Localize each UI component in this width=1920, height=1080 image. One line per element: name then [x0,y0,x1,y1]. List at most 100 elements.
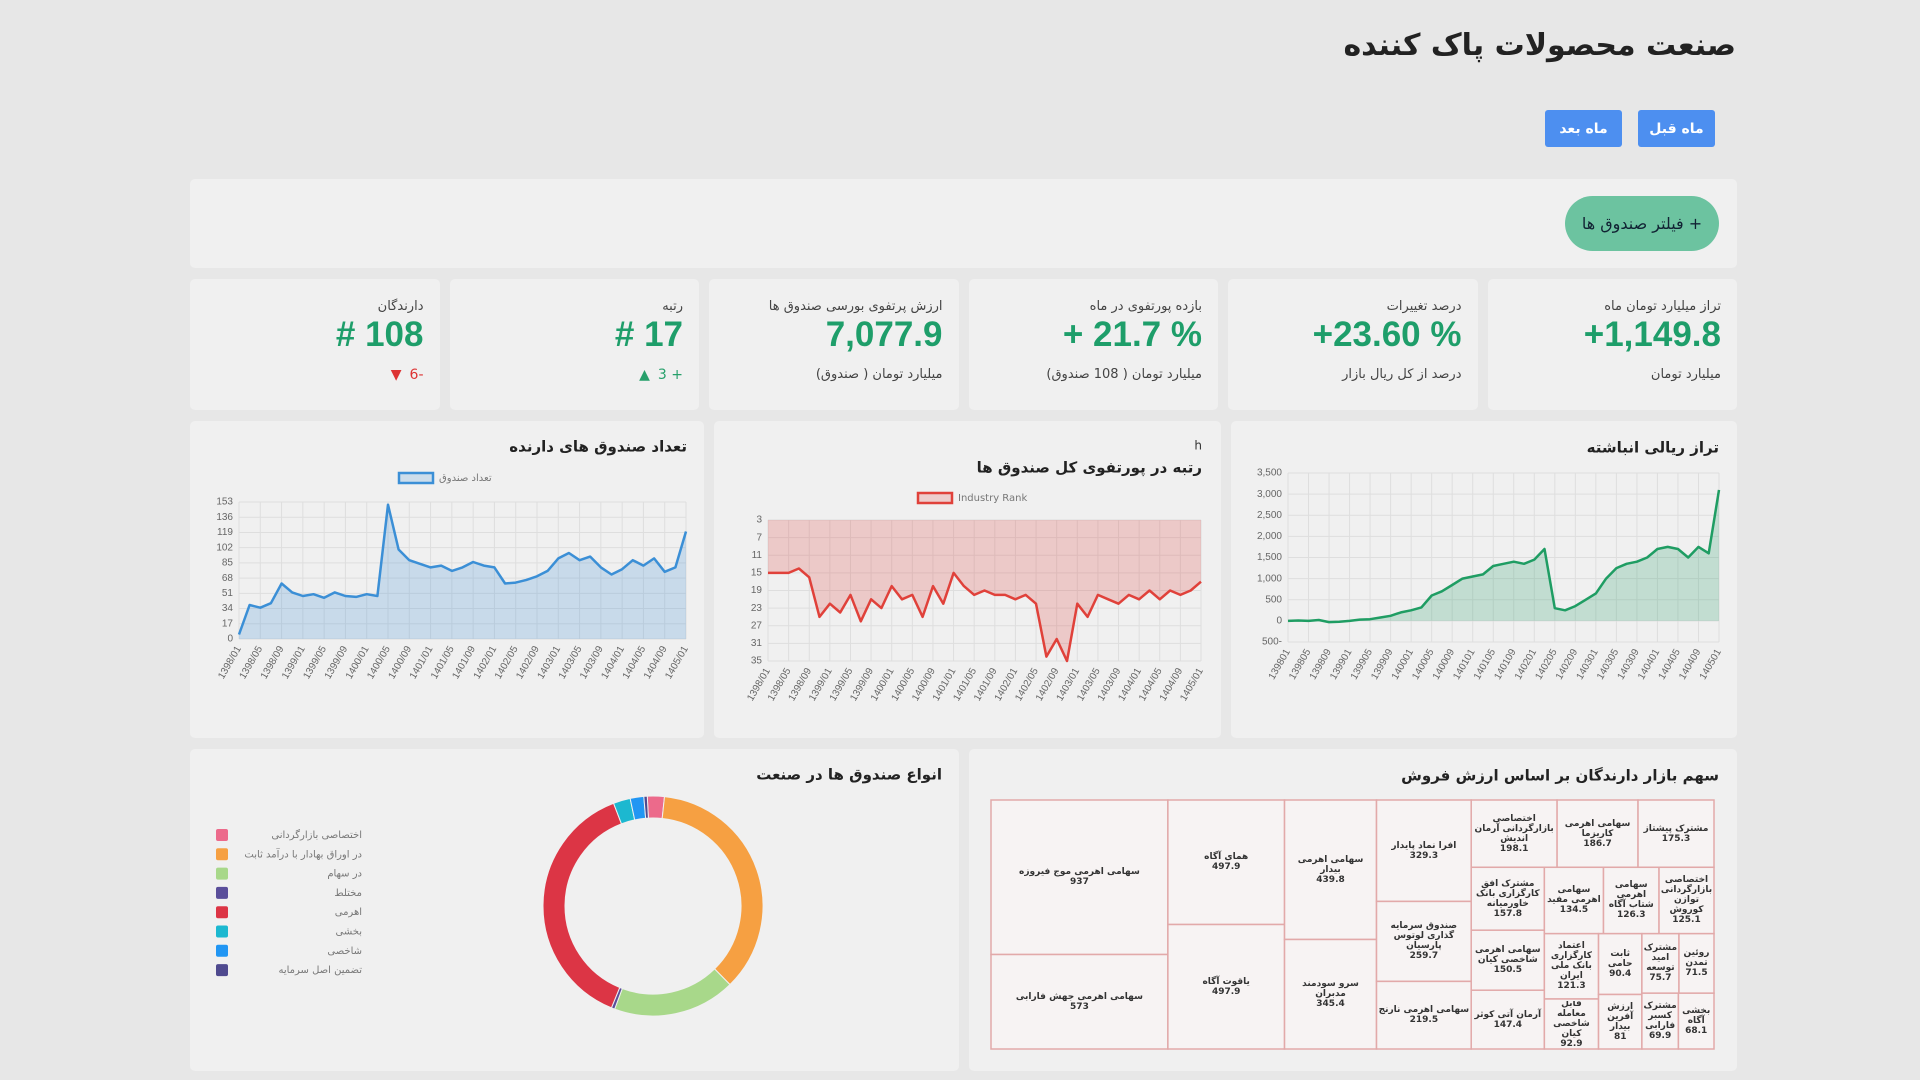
donut-segment [542,802,623,1009]
treemap-value: 71.5 [1685,968,1708,979]
treemap-value: 219.5 [1409,1015,1439,1026]
treemap-text: سهامی اهرمی موج فیروزه 937 [993,802,1166,953]
treemap-value: 198.1 [1499,843,1529,854]
legend-label: در اوراق بهادار با درآمد ثابت [244,847,362,860]
treemap-text: ارزش آفرین بیدار 81 [1601,996,1640,1047]
treemap-text: آرمان آتی کوثر 147.4 [1473,992,1542,1047]
y-tick-label: 500 [1265,594,1282,605]
treemap-value: 121.3 [1557,981,1586,992]
treemap-name: مشترک افق کارگزاری بانک خاورمیانه [1475,878,1540,909]
treemap-name: سهامی اهرمی نارنج [1378,1005,1470,1016]
treemap-text: مشترک کسبر فارابی 69.9 [1644,995,1677,1047]
donut-segment [661,796,764,986]
y-tick-label: 102 [216,542,233,553]
filter-button[interactable]: + فیلتر صندوق ها [1565,196,1719,251]
treemap-cell [1167,923,1286,1050]
treemap-value: 126.3 [1617,910,1646,921]
treemap-name: سهامی اهرمی موج فیروزه [1019,867,1140,878]
donut-segment [646,795,666,820]
y-tick-label: 3,500 [1257,468,1282,479]
legend-swatch [216,848,228,861]
kpi-change-value: + 3 [657,367,683,383]
y-tick-label: 15 [751,568,763,579]
treemap-value: 497.9 [1211,862,1241,873]
legend-swatch [216,964,228,977]
treemap-name: اختصاصی بازارگردانی آرمان اندیش [1474,813,1554,844]
treemap-cell [1641,932,1680,994]
chart-panel [190,421,704,738]
y-tick-label: 0 [227,634,233,645]
treemap-name: اختصاصی بازارگردانی توازن کوروش [1661,875,1712,916]
treemap-text: سهامی اهرمی نارنج 219.5 [1379,983,1470,1047]
treemap-text: افرا نماد پایدار 329.3 [1379,802,1470,899]
prev-month-button[interactable]: ماه قبل [1638,110,1715,147]
kpi-label: بازده پورتفوی در ماه [1089,299,1202,314]
kpi-value: + 21.7 % [1062,315,1202,354]
next-month-button[interactable]: ماه بعد [1545,110,1622,147]
legend-label: مختلط [334,888,362,899]
legend-label: Industry Rank [958,493,1028,504]
kpi-value: 7,077.9 [825,315,943,354]
treemap-cell [1283,799,1378,941]
y-tick-label: 23 [751,603,763,614]
treemap-name: سرو سودمند مدبران [1302,979,1359,1000]
treemap-name: همای آگاه [1204,852,1249,863]
y-tick-label: 51 [222,588,234,599]
legend-swatch [216,925,228,938]
treemap-cell [1677,992,1715,1050]
treemap-cell [1602,866,1660,935]
treemap-text: روئین تمدن 71.5 [1681,936,1712,992]
donut-segment [614,968,731,1017]
treemap-name: سهامی اهرمی جهش فارابی [1015,991,1143,1002]
legend-swatch [916,491,954,505]
kpi-value: +1,149.8 [1583,315,1721,354]
treemap-text: همای آگاه 497.9 [1170,802,1283,923]
page-title: صنعت محصولات پاک کننده [1343,28,1736,63]
kpi-label: تراز میلیارد تومان ماه [1604,299,1721,314]
trend-arrow: ▲ [639,367,650,383]
legend-swatch [216,906,228,919]
area [239,504,686,639]
treemap-value: 134.5 [1559,905,1589,916]
y-tick-label: 119 [217,527,233,538]
treemap-value: 573 [1070,1001,1089,1012]
kpi-label: درصد تغییرات [1386,299,1462,314]
kpi-card: رتبه # 17 + 3 ▲ [449,279,699,410]
legend-label: شاخصی [327,946,362,957]
legend-swatch [397,471,435,485]
y-tick-label: 1,500 [1257,552,1282,563]
kpi-change: -6 ▼ [391,367,424,383]
treemap-text: سهامی اهرمی شاخصی کیان 150.5 [1473,932,1542,988]
area [1288,489,1719,623]
treemap-text: سهامی اهرمی شتاب آگاه 126.3 [1605,869,1657,931]
treemap-value: 69.9 [1649,1031,1672,1042]
y-tick-label: 136 [216,512,233,523]
chart-title: رتبه در پورتفوی کل صندوق ها [977,459,1202,478]
treemap-text: سهامی اهرمی جهش فارابی 573 [993,957,1166,1047]
kpi-card: دارندگان # 108 -6 ▼ [190,279,440,410]
treemap-value: 497.9 [1211,986,1241,997]
treemap-name: سهامی اهرمی کاریزما [1564,818,1631,839]
kpi-label: دارندگان [377,299,424,314]
y-tick-label: 3 [756,515,762,526]
filter-panel [190,179,1737,268]
treemap-value: 75.7 [1649,973,1672,984]
treemap-name: آرمان آتی کوثر [1474,1009,1542,1020]
treemap-name: صندوق سرمایه گذاری لوتوس پارسیان [1390,921,1458,952]
treemap-value: 92.9 [1560,1038,1583,1047]
treemap-value: 259.7 [1409,951,1439,962]
y-tick-label: 2,500 [1257,510,1282,521]
treemap-value: 186.7 [1583,838,1612,849]
legend-swatch [216,867,228,880]
treemap-value: 68.1 [1685,1026,1708,1037]
annotation: h [1194,439,1202,453]
treemap-value: 147.4 [1493,1019,1523,1030]
